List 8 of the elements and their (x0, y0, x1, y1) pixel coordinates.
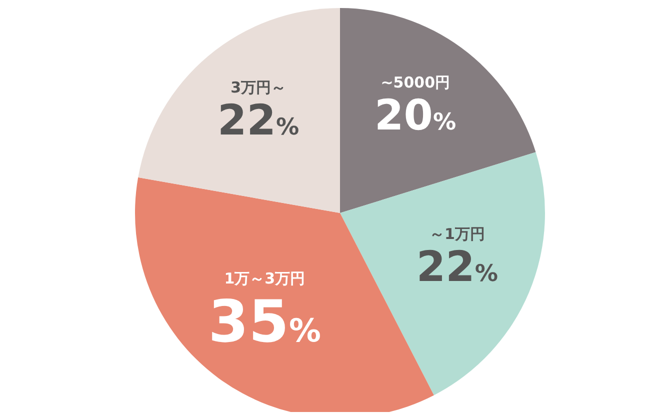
slice-label: 3万円～ (230, 78, 286, 97)
data-label: 22% (416, 242, 498, 292)
data-label: 22% (218, 96, 300, 145)
slice-label: ～1万円 (430, 225, 485, 244)
data-label: 20% (374, 90, 456, 140)
slice-label: 1万～3万円 (224, 269, 306, 288)
slice-label: ~5000円 (380, 74, 450, 92)
data-label: 35% (208, 287, 321, 356)
